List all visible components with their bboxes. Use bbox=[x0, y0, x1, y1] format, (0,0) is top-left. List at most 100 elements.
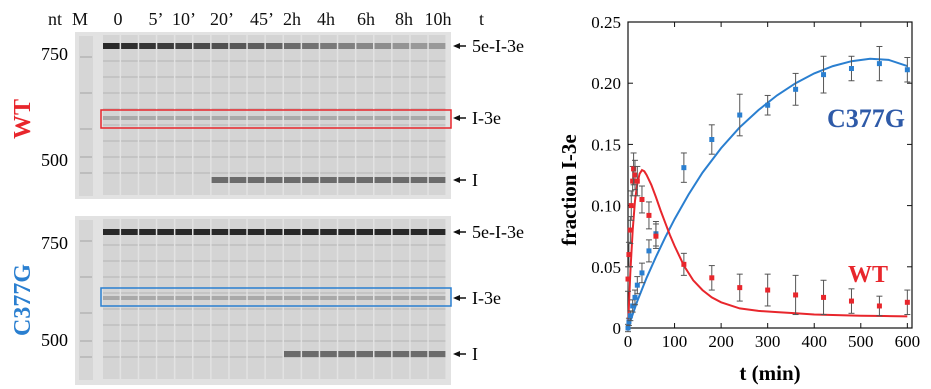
gel-smear-band bbox=[338, 156, 355, 158]
gel-smear-band bbox=[211, 76, 229, 78]
gel-smear-band bbox=[265, 92, 283, 94]
gel-smear-band bbox=[139, 356, 156, 358]
x-axis-label: t (min) bbox=[739, 361, 800, 385]
marker-size-750-wt: 750 bbox=[41, 44, 68, 64]
gel-smear-band bbox=[410, 324, 428, 326]
gel-smear-band bbox=[175, 340, 192, 342]
gel-smear-band bbox=[247, 244, 265, 246]
band-precursor bbox=[211, 43, 229, 49]
gel-smear-band bbox=[247, 292, 265, 294]
gel-lane bbox=[247, 35, 265, 195]
gel-smear-band bbox=[302, 244, 319, 246]
band-intermediate bbox=[284, 116, 301, 120]
gel-smear-band bbox=[193, 172, 211, 174]
data-point-wt bbox=[639, 196, 645, 202]
y-tick-label: 0.10 bbox=[591, 197, 621, 216]
band-intermediate bbox=[121, 296, 138, 300]
gel-smear-band bbox=[103, 124, 120, 126]
gel-smear-band bbox=[139, 124, 156, 126]
gel-smear-band bbox=[374, 276, 392, 278]
band-precursor bbox=[121, 229, 138, 235]
band-precursor bbox=[320, 229, 337, 235]
band-intermediate bbox=[302, 296, 319, 300]
gel-smear-band bbox=[410, 60, 428, 62]
band-intermediate bbox=[392, 296, 410, 300]
band-intron bbox=[392, 177, 410, 183]
gel-smear-band bbox=[392, 244, 410, 246]
band-intron bbox=[356, 177, 373, 183]
gel-smear-band bbox=[193, 244, 211, 246]
plot-frame bbox=[627, 21, 913, 329]
gel-smear-band bbox=[157, 276, 174, 278]
band-intron bbox=[428, 177, 446, 183]
gel-lanes-c377g bbox=[79, 219, 446, 380]
band-precursor bbox=[338, 43, 355, 49]
marker-size-500-c377g: 500 bbox=[41, 330, 68, 350]
gel-smear-band bbox=[157, 308, 174, 310]
gel-smear-band bbox=[356, 124, 373, 126]
gel-smear-band bbox=[265, 308, 283, 310]
band-precursor bbox=[392, 43, 410, 49]
gel-smear-band bbox=[392, 60, 410, 62]
gel-smear-band bbox=[229, 172, 247, 174]
time-label: t bbox=[479, 9, 484, 29]
gel-smear-band bbox=[229, 244, 247, 246]
band-precursor bbox=[428, 229, 446, 235]
gel-smear-band bbox=[428, 60, 446, 62]
gel-smear-band bbox=[157, 172, 174, 174]
x-tick-label: 400 bbox=[801, 332, 827, 351]
band-intron bbox=[247, 177, 265, 183]
gel-smear-band bbox=[374, 60, 392, 62]
gel-smear-band bbox=[247, 108, 265, 110]
data-point-c377g bbox=[876, 61, 882, 67]
gel-smear-band bbox=[302, 324, 319, 326]
gel-smear-band bbox=[265, 324, 283, 326]
band-intermediate bbox=[374, 296, 392, 300]
gel-smear-band bbox=[265, 76, 283, 78]
gel-smear-band bbox=[320, 172, 337, 174]
band-intermediate bbox=[103, 296, 120, 300]
gel-smear-band bbox=[374, 156, 392, 158]
gel-smear-band bbox=[139, 156, 156, 158]
marker-band bbox=[80, 56, 92, 58]
band-intron bbox=[211, 177, 229, 183]
gel-smear-band bbox=[265, 340, 283, 342]
gel-smear-band bbox=[410, 76, 428, 78]
gel-smear-band bbox=[320, 292, 337, 294]
gel-smear-band bbox=[428, 124, 446, 126]
gel-smear-band bbox=[428, 172, 446, 174]
data-point-wt bbox=[634, 178, 640, 184]
gel-smear-band bbox=[428, 140, 446, 142]
gel-lane bbox=[157, 35, 174, 195]
gel-smear-band bbox=[121, 356, 138, 358]
data-point-wt bbox=[627, 227, 633, 233]
data-point-c377g bbox=[630, 303, 636, 309]
gel-smear-band bbox=[338, 140, 355, 142]
gel-smear-band bbox=[302, 140, 319, 142]
gel-smear-band bbox=[175, 308, 192, 310]
gel-lane bbox=[338, 35, 355, 195]
gel-smear-band bbox=[284, 172, 301, 174]
data-point-c377g bbox=[634, 282, 640, 288]
marker-band bbox=[80, 356, 92, 358]
band-intron bbox=[302, 177, 319, 183]
data-point-wt bbox=[646, 212, 652, 218]
gel-smear-band bbox=[356, 276, 373, 278]
band-intermediate bbox=[302, 116, 319, 120]
lane-label: 5’ bbox=[149, 9, 164, 29]
data-point-wt bbox=[653, 233, 659, 239]
gel-smear-band bbox=[193, 156, 211, 158]
gel-smear-band bbox=[302, 172, 319, 174]
gel-smear-band bbox=[302, 92, 319, 94]
band-label-i-3e-c377g: I-3e bbox=[472, 288, 501, 308]
band-precursor bbox=[175, 229, 192, 235]
gel-smear-band bbox=[410, 172, 428, 174]
gel-smear-band bbox=[193, 260, 211, 262]
gel-header: nt M 0 5’ 10’ 20’ 45’ 2h 4h 6h 8h 10h t bbox=[48, 9, 484, 29]
lane-label: 2h bbox=[283, 9, 301, 29]
gel-lane bbox=[374, 35, 392, 195]
gel-smear-band bbox=[211, 244, 229, 246]
gel-smear-band bbox=[338, 244, 355, 246]
band-intermediate bbox=[265, 296, 283, 300]
marker-band bbox=[80, 128, 92, 130]
